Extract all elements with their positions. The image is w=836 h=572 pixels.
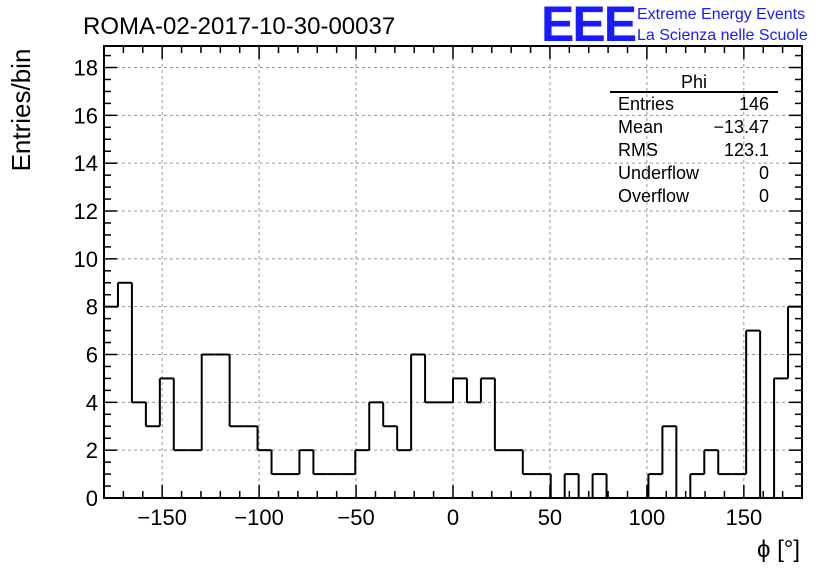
chart-title: ROMA-02-2017-10-30-00037 <box>83 13 395 40</box>
stats-label: RMS <box>618 140 658 160</box>
stats-value: −13.47 <box>713 117 769 137</box>
stats-value: 123.1 <box>724 140 769 160</box>
y-tick-label: 14 <box>74 151 98 176</box>
stats-title: Phi <box>681 72 707 92</box>
stats-box: Phi Entries 146 Mean −13.47 RMS 123.1 Underflo… <box>610 72 778 206</box>
stats-value: 0 <box>759 186 769 206</box>
y-tick-label: 0 <box>86 486 98 511</box>
x-tick-label: −150 <box>137 505 187 530</box>
x-tick-label: 0 <box>447 505 459 530</box>
x-axis-label: ϕ [°] <box>757 536 800 563</box>
x-axis-ticks: −150 −100 −50 0 50 100 150 <box>122 46 784 530</box>
y-tick-label: 18 <box>74 56 98 81</box>
stats-value: 146 <box>739 94 769 114</box>
y-tick-label: 10 <box>74 247 98 272</box>
logo-line-1: Extreme Energy Events <box>637 6 805 23</box>
y-tick-label: 2 <box>86 438 98 463</box>
stats-label: Mean <box>618 117 663 137</box>
y-tick-label: 6 <box>86 343 98 368</box>
histogram-bars <box>103 281 803 499</box>
y-axis-ticks: 0 2 4 6 8 10 12 14 16 18 <box>74 54 802 511</box>
y-tick-label: 16 <box>74 103 98 128</box>
eee-logo: EEE Extreme Energy Events La Scienza nel… <box>541 0 808 52</box>
y-tick-label: 8 <box>86 295 98 320</box>
stats-rows: Entries 146 Mean −13.47 RMS 123.1 Underflow 0 Ov… <box>618 94 769 206</box>
y-tick-label: 12 <box>74 199 98 224</box>
logo-text: EEE <box>541 0 636 52</box>
grid-lines <box>104 46 802 498</box>
x-tick-label: 150 <box>725 505 762 530</box>
stats-label: Underflow <box>618 163 700 183</box>
y-axis-label: Entries/bin <box>6 49 36 172</box>
x-tick-label: −50 <box>337 505 374 530</box>
stats-label: Overflow <box>618 186 690 206</box>
stats-label: Entries <box>618 94 674 114</box>
x-tick-label: 100 <box>629 505 666 530</box>
x-tick-label: −100 <box>234 505 284 530</box>
logo-line-2: La Scienza nelle Scuole <box>637 27 808 44</box>
y-tick-label: 4 <box>86 390 98 415</box>
x-tick-label: 50 <box>538 505 562 530</box>
stats-value: 0 <box>759 163 769 183</box>
